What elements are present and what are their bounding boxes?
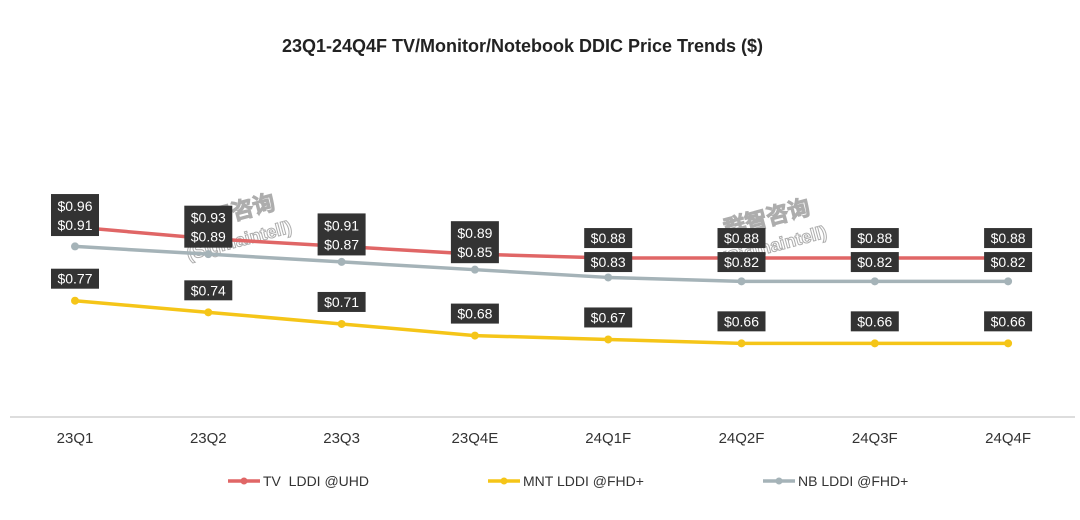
- data-label: $0.88: [591, 230, 626, 246]
- data-label: $0.82: [724, 254, 759, 270]
- data-label-box: [450, 303, 499, 324]
- data-point: [604, 335, 613, 344]
- data-point: [1004, 339, 1013, 348]
- legend-label: TV LDDI @UHD: [263, 473, 369, 489]
- data-label: $0.91: [57, 217, 92, 233]
- x-tick-label: 24Q2F: [719, 430, 765, 447]
- series-line-1: [74, 298, 1009, 346]
- data-label-box: [450, 221, 499, 264]
- data-point: [204, 250, 213, 259]
- chart-title: 23Q1-24Q4F TV/Monitor/Notebook DDIC Pric…: [281, 36, 764, 56]
- data-label-box: [850, 228, 899, 249]
- data-point: [71, 296, 79, 305]
- data-point: [337, 257, 346, 266]
- data-label-box: [984, 252, 1033, 273]
- data-label-box: [317, 291, 366, 312]
- series-line-2: [74, 244, 1009, 284]
- data-label-box: [584, 307, 633, 328]
- data-label: $0.66: [857, 313, 892, 329]
- data-label-box: [717, 228, 766, 249]
- legend-marker-icon: [240, 477, 248, 485]
- data-point: [737, 339, 746, 348]
- data-point: [737, 277, 746, 286]
- data-label: $0.93: [191, 210, 226, 226]
- data-label: $0.67: [591, 309, 626, 325]
- data-label: $0.96: [57, 198, 92, 214]
- data-point: [337, 319, 346, 328]
- data-label-box: [584, 228, 633, 249]
- data-label-box: [317, 213, 366, 256]
- legend-label: NB LDDI @FHD+: [798, 473, 908, 489]
- data-label-box: [850, 252, 899, 273]
- legend-label: MNT LDDI @FHD+: [523, 473, 644, 489]
- data-label-box: [984, 228, 1033, 249]
- data-label: $0.82: [857, 254, 892, 270]
- data-label: $0.66: [991, 313, 1026, 329]
- data-label-box: [51, 194, 99, 237]
- data-point: [1004, 277, 1013, 286]
- data-label-box: [184, 205, 233, 248]
- data-label: $0.88: [724, 230, 759, 246]
- data-label: $0.89: [191, 229, 226, 245]
- data-label: $0.88: [991, 230, 1026, 246]
- data-label: $0.82: [991, 254, 1026, 270]
- x-tick-label: 24Q4F: [985, 430, 1031, 447]
- data-point: [604, 273, 613, 282]
- data-label: $0.66: [724, 313, 759, 329]
- data-point: [470, 331, 479, 340]
- data-point: [204, 308, 213, 317]
- data-point: [71, 242, 79, 251]
- data-label-box: [584, 252, 633, 273]
- data-label: $0.68: [457, 306, 492, 322]
- data-label: $0.71: [324, 294, 359, 310]
- data-label-box: [717, 311, 766, 332]
- data-label-box: [984, 311, 1033, 332]
- data-label-box: [51, 268, 99, 289]
- data-label: $0.91: [324, 217, 359, 233]
- x-tick-label: 24Q1F: [585, 430, 631, 447]
- legend-marker-icon: [775, 477, 783, 485]
- data-point: [470, 265, 479, 274]
- x-tick-label: 23Q4E: [452, 430, 499, 447]
- data-label-box: [184, 280, 233, 301]
- x-tick-label: 23Q2: [190, 430, 227, 447]
- x-tick-label: 23Q3: [323, 430, 360, 447]
- data-label: $0.85: [457, 244, 492, 260]
- x-tick-label: 24Q3F: [852, 430, 898, 447]
- legend-marker-icon: [500, 477, 508, 485]
- data-label: $0.88: [857, 230, 892, 246]
- data-label: $0.87: [324, 236, 359, 252]
- data-label: $0.77: [57, 271, 92, 287]
- data-point: [870, 339, 879, 348]
- data-label: $0.83: [591, 254, 626, 270]
- data-label: $0.89: [457, 225, 492, 241]
- data-label: $0.74: [191, 282, 226, 298]
- data-label-box: [850, 311, 899, 332]
- data-label-box: [717, 252, 766, 273]
- x-tick-label: 23Q1: [57, 430, 94, 447]
- data-point: [870, 277, 879, 286]
